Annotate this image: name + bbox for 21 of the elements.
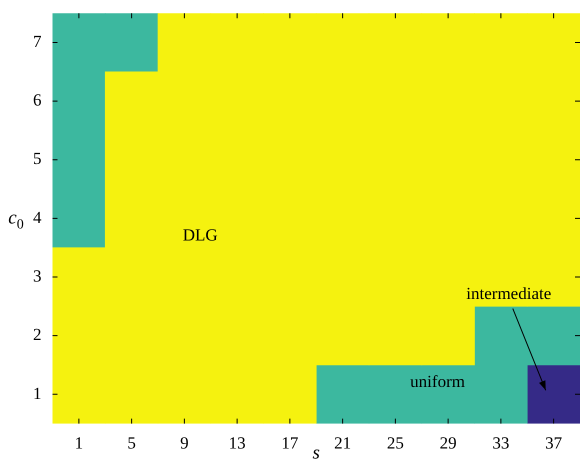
y-tick-label: 1 <box>33 384 42 403</box>
y-tick-label: 2 <box>33 325 42 344</box>
y-tick-label: 3 <box>33 266 42 286</box>
x-tick-label: 21 <box>334 433 352 452</box>
y-tick-label: 6 <box>33 90 42 110</box>
series-label: uniform <box>410 372 465 392</box>
x-tick-label: 5 <box>127 433 136 452</box>
text: intermediate <box>466 284 552 304</box>
x-tick-label: 9 <box>180 433 189 452</box>
x-tick-label: 17 <box>281 433 299 452</box>
y-tick-label: 4 <box>33 208 42 227</box>
series-label: DLG <box>182 225 218 244</box>
x-tick-label: 29 <box>440 433 457 452</box>
x-tick-label: 1 <box>74 433 84 452</box>
x-tick-label: 25 <box>386 433 404 452</box>
x-tick-label: 13 <box>228 433 246 452</box>
y-tick-label: 7 <box>33 32 42 51</box>
x-axis-title: s <box>312 442 320 464</box>
x-tick-label: 37 <box>545 433 563 452</box>
y-tick-label: 5 <box>33 149 42 168</box>
x-tick-label: 33 <box>492 433 510 452</box>
